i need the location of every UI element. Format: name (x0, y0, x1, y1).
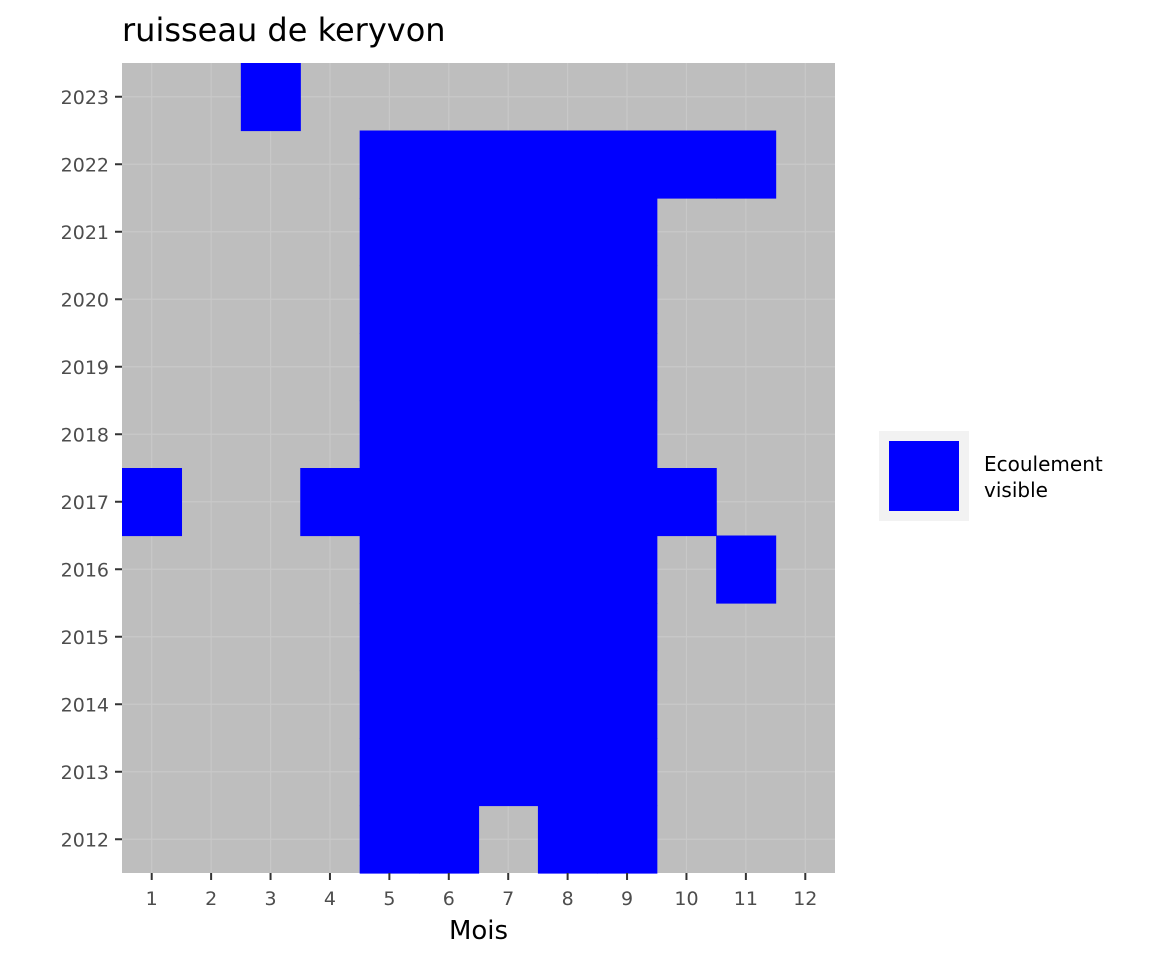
x-tick-label: 9 (621, 888, 633, 910)
heatmap-cell (419, 603, 480, 672)
x-axis-title: Mois (449, 916, 508, 946)
heatmap-cell (478, 265, 539, 334)
y-tick-label: 2016 (61, 559, 109, 581)
heatmap-cell (597, 670, 658, 739)
heatmap-cell (597, 535, 658, 604)
heatmap-cell (597, 333, 658, 402)
heatmap-cell (597, 805, 658, 874)
heatmap-cell (478, 198, 539, 267)
heatmap-cell (478, 670, 539, 739)
y-tick-label: 2017 (61, 492, 109, 514)
heatmap-cell (716, 130, 777, 199)
heatmap-cell (537, 198, 598, 267)
y-tick-label: 2023 (61, 87, 109, 109)
heatmap-cell (478, 468, 539, 537)
heatmap-cell (537, 738, 598, 807)
heatmap-cell (537, 468, 598, 537)
heatmap-cell (240, 63, 301, 132)
heatmap-cell (122, 468, 183, 537)
legend-key-swatch (889, 441, 959, 511)
heatmap-cell (359, 738, 420, 807)
heatmap-cell (359, 130, 420, 199)
heatmap-cell (359, 400, 420, 469)
heatmap-cell (419, 805, 480, 874)
heatmap-cell (419, 670, 480, 739)
legend-label: Ecoulement visible (984, 452, 1103, 502)
y-tick-label: 2020 (61, 289, 109, 311)
y-tick-label: 2019 (61, 357, 109, 379)
heatmap-cell (419, 468, 480, 537)
x-tick-label: 7 (502, 888, 514, 910)
heatmap-cell (419, 535, 480, 604)
heatmap-cell (419, 265, 480, 334)
heatmap-cell (597, 198, 658, 267)
heatmap-cell (359, 805, 420, 874)
y-tick-label: 2012 (61, 829, 109, 851)
heatmap-cell (419, 333, 480, 402)
heatmap-cell (537, 535, 598, 604)
x-tick-label: 2 (205, 888, 217, 910)
heatmap-cell (656, 468, 717, 537)
heatmap-cell (359, 670, 420, 739)
heatmap-cell (359, 535, 420, 604)
x-tick-label: 11 (734, 888, 758, 910)
legend: Ecoulement visible (879, 431, 1103, 521)
heatmap-cell (478, 535, 539, 604)
heatmap-cell (537, 603, 598, 672)
heatmap-cell (537, 130, 598, 199)
y-axis: 2012 2013 2014 2015 2016 2017 2018 2019 2020 2021… (61, 87, 122, 851)
heatmap-cell (716, 535, 777, 604)
legend-label-line: Ecoulement (984, 452, 1103, 476)
legend-label-line: visible (984, 478, 1048, 502)
heatmap-cell (478, 738, 539, 807)
y-tick-label: 2014 (61, 694, 109, 716)
x-tick-label: 8 (562, 888, 574, 910)
heatmap-cell (419, 198, 480, 267)
chart-title: ruisseau de keryvon (122, 11, 446, 49)
heatmap-cell (597, 738, 658, 807)
heatmap-cell (597, 130, 658, 199)
heatmap-cell (537, 265, 598, 334)
x-tick-label: 4 (324, 888, 336, 910)
heatmap-cell (478, 333, 539, 402)
x-tick-label: 6 (443, 888, 455, 910)
heatmap-cell (359, 603, 420, 672)
x-axis: 1 2 3 4 5 6 7 8 9 10 11 12 (146, 873, 817, 910)
y-tick-label: 2015 (61, 627, 109, 649)
y-tick-label: 2021 (61, 222, 109, 244)
x-tick-label: 1 (146, 888, 158, 910)
heatmap-cell (597, 265, 658, 334)
heatmap-cell (597, 400, 658, 469)
heatmap-cell (537, 670, 598, 739)
heatmap-cell (656, 130, 717, 199)
heatmap-cell (597, 468, 658, 537)
heatmap-cell (537, 805, 598, 874)
x-tick-label: 12 (793, 888, 817, 910)
heatmap-cell (359, 333, 420, 402)
heatmap-cell (419, 738, 480, 807)
heatmap-cell (478, 603, 539, 672)
y-tick-label: 2013 (61, 762, 109, 784)
x-tick-label: 3 (264, 888, 276, 910)
heatmap-cell (478, 130, 539, 199)
heatmap-cell (419, 130, 480, 199)
heatmap-cells (122, 63, 777, 874)
heatmap-cell (300, 468, 361, 537)
heatmap-cell (537, 400, 598, 469)
heatmap-cell (359, 468, 420, 537)
heatmap-cell (478, 400, 539, 469)
heatmap-cell (419, 400, 480, 469)
heatmap-cell (359, 198, 420, 267)
y-tick-label: 2018 (61, 424, 109, 446)
heatmap-cell (597, 603, 658, 672)
y-tick-label: 2022 (61, 154, 109, 176)
heatmap-cell (359, 265, 420, 334)
x-tick-label: 10 (674, 888, 698, 910)
heatmap-cell (537, 333, 598, 402)
x-tick-label: 5 (383, 888, 395, 910)
